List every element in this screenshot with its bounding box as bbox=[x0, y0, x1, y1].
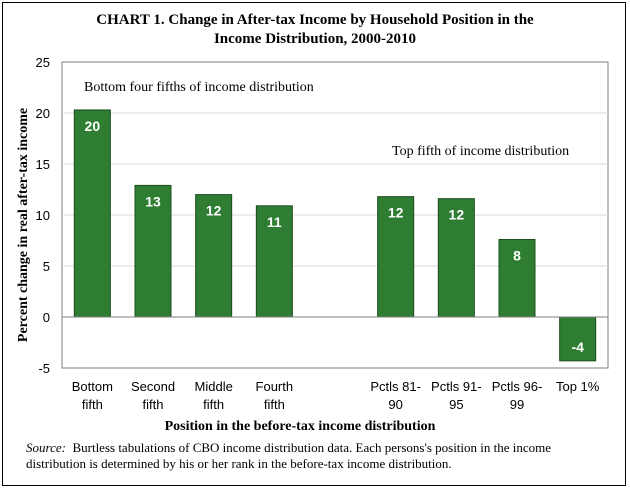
data-label: 8 bbox=[513, 247, 521, 263]
x-tick-label: Middle fifth bbox=[195, 379, 233, 412]
bar bbox=[498, 238, 536, 318]
data-label: 11 bbox=[267, 214, 282, 230]
data-label: 12 bbox=[449, 207, 465, 223]
bar bbox=[73, 109, 111, 318]
bars bbox=[73, 109, 597, 362]
y-axis-ticks: -5 0 5 10 15 20 25 bbox=[36, 55, 50, 376]
x-axis-labels: Bottom fifth Second fifth Middle fifth Fourth f… bbox=[72, 379, 600, 412]
bar bbox=[255, 205, 293, 318]
source-label: Source: bbox=[26, 440, 66, 455]
x-tick-label: Second fifth bbox=[131, 379, 175, 412]
data-label: 13 bbox=[145, 193, 161, 209]
data-label: 20 bbox=[85, 118, 101, 134]
data-label: 12 bbox=[388, 205, 404, 221]
x-tick-label: Top 1% bbox=[556, 379, 600, 394]
x-tick-label: Pctls 96-99 bbox=[492, 379, 543, 412]
y-tick-label: 25 bbox=[36, 55, 50, 70]
chart-title-line-2: Income Distribution, 2000-2010 bbox=[213, 31, 417, 47]
y-axis-label: Percent change in real after-tax income bbox=[16, 108, 31, 342]
x-tick-label: Bottom fifth bbox=[72, 379, 113, 412]
source-text: Burtless tabulations of CBO income distr… bbox=[26, 440, 552, 471]
bar bbox=[437, 198, 475, 318]
bar bbox=[559, 316, 597, 362]
x-tick-label: Pctls 91-95 bbox=[431, 379, 482, 412]
x-tick-label: Fourth fifth bbox=[256, 379, 294, 412]
y-tick-label: 5 bbox=[43, 259, 50, 274]
bar bbox=[377, 196, 415, 318]
y-tick-label: 0 bbox=[43, 310, 50, 325]
data-label: 12 bbox=[206, 203, 222, 219]
data-label: -4 bbox=[571, 339, 584, 355]
annotation-bottom-four-fifths: Bottom four fifths of income distributio… bbox=[84, 80, 314, 95]
y-tick-label: 20 bbox=[36, 106, 50, 121]
source-note: Source: Burtless tabulations of CBO inco… bbox=[26, 440, 606, 472]
y-tick-label: -5 bbox=[38, 361, 50, 376]
y-tick-label: 15 bbox=[36, 157, 50, 172]
annotation-top-fifth: Top fifth of income distribution bbox=[392, 144, 569, 159]
x-axis-label: Position in the before-tax income distri… bbox=[165, 419, 436, 434]
chart-title-line-1: CHART 1. Change in After-tax Income by H… bbox=[96, 12, 534, 28]
data-labels: 20 13 12 11 12 12 8 -4 bbox=[85, 118, 585, 355]
x-tick-label: Pctls 81-90 bbox=[370, 379, 421, 412]
y-tick-label: 10 bbox=[36, 208, 50, 223]
